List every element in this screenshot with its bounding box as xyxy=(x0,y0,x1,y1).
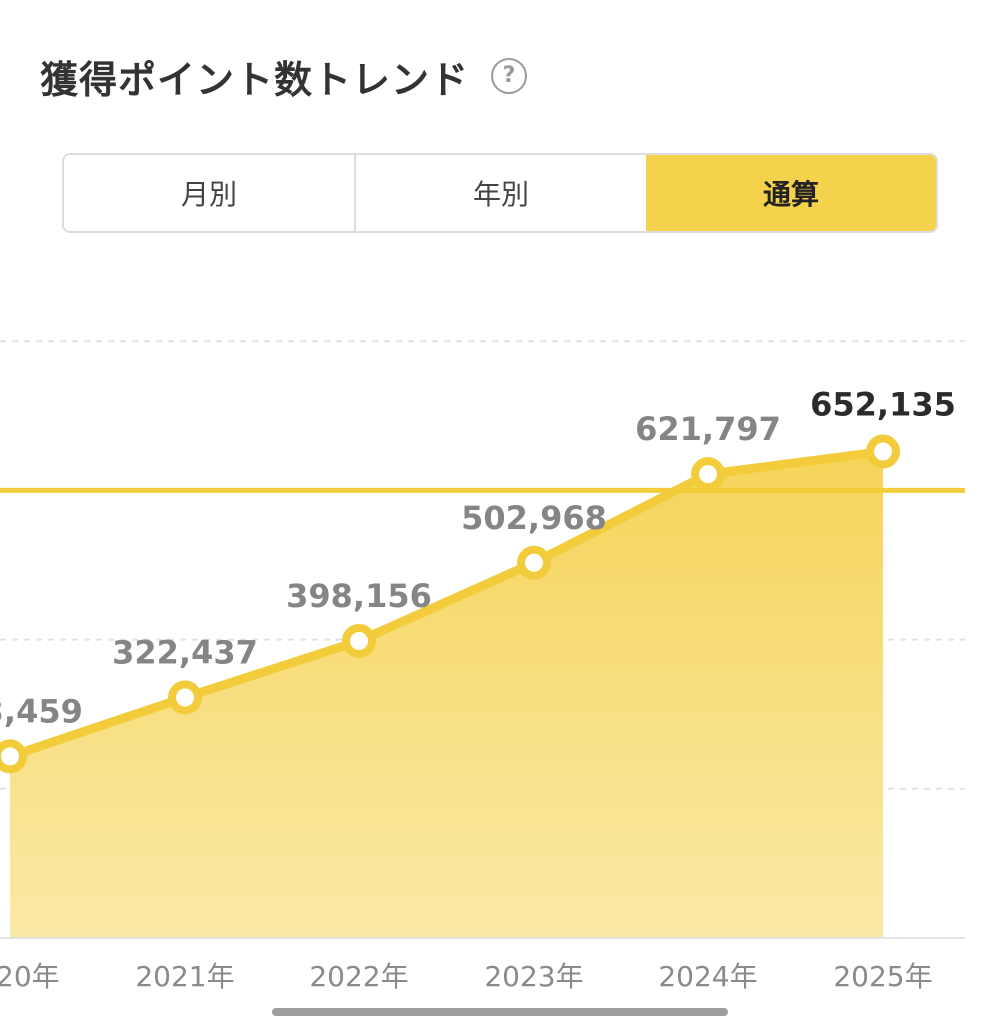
data-label: 322,437 xyxy=(112,633,258,671)
data-label: 652,135 xyxy=(810,386,956,424)
tab-monthly[interactable]: 月別 xyxy=(180,178,237,211)
tab-cumulative[interactable]: 通算 xyxy=(646,155,936,231)
chart-header: 獲得ポイント数トレンド ? xyxy=(40,52,528,102)
period-tabs: 月別 年別 通算 xyxy=(62,153,938,233)
data-label: 621,797 xyxy=(635,410,781,448)
data-label: 502,968 xyxy=(461,499,607,537)
question-circle-icon[interactable]: ? xyxy=(491,58,528,94)
horizontal-scrollbar[interactable] xyxy=(272,1008,728,1016)
x-tick-label: 2021年 xyxy=(135,960,234,993)
data-point-2022 xyxy=(342,623,376,658)
data-point-2023 xyxy=(517,545,551,580)
data-point-2021 xyxy=(168,680,202,715)
area-fill xyxy=(10,451,883,938)
x-tick-label: 2023年 xyxy=(484,960,583,993)
page-title: 獲得ポイント数トレンド xyxy=(40,57,470,102)
x-tick-label: 2024年 xyxy=(658,960,757,993)
x-tick-label: 2022年 xyxy=(309,960,408,993)
data-label-background xyxy=(812,379,958,424)
data-label: 398,156 xyxy=(286,577,432,615)
data-point-2024 xyxy=(691,457,725,492)
data-point-2025 xyxy=(866,434,900,469)
x-tick-label: 2020年 xyxy=(0,960,60,993)
data-label: 243,459 xyxy=(0,692,83,730)
x-tick-label: 2025年 xyxy=(833,960,932,993)
data-point-2020 xyxy=(0,739,27,774)
series-line xyxy=(5,447,888,761)
tab-yearly[interactable]: 年別 xyxy=(354,155,646,231)
